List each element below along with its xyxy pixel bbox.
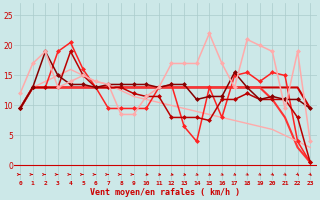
- X-axis label: Vent moyen/en rafales ( km/h ): Vent moyen/en rafales ( km/h ): [90, 188, 240, 197]
